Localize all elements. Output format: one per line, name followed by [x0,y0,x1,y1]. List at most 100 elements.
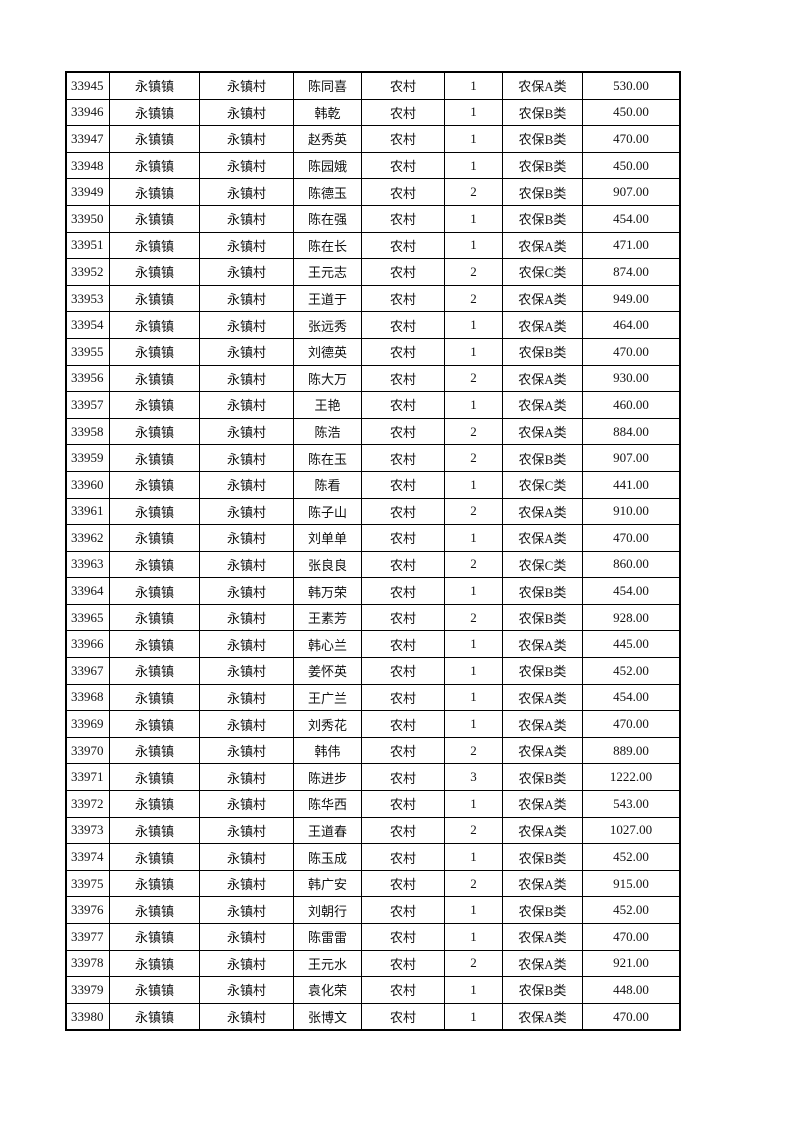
cell-amount: 471.00 [582,231,680,260]
cell-amount: 454.00 [582,683,680,712]
cell-household-type: 农村 [361,763,445,792]
cell-village: 永镇村 [199,337,294,366]
cell-name: 陈华西 [293,790,362,818]
cell-amount: 470.00 [582,337,680,366]
table-row: 33980 永镇镇 永镇村 张博文 农村 1 农保A类 470.00 [66,1002,680,1031]
table-row: 33975 永镇镇 永镇村 韩广安 农村 2 农保A类 915.00 [66,869,680,898]
cell-record-id: 33950 [66,204,110,233]
cell-insurance-class: 农保B类 [502,204,583,233]
cell-village: 永镇村 [199,98,294,127]
cell-family-size: 1 [444,710,503,738]
cell-town: 永镇镇 [109,231,200,260]
cell-insurance-class: 农保A类 [502,364,583,393]
cell-name: 刘单单 [293,524,362,552]
cell-amount: 470.00 [582,923,680,951]
cell-village: 永镇村 [199,976,294,1004]
cell-household-type: 农村 [361,816,445,845]
cell-name: 陈浩 [293,417,362,446]
table-row: 33962 永镇镇 永镇村 刘单单 农村 1 农保A类 470.00 [66,524,680,552]
cell-record-id: 33966 [66,630,110,659]
cell-household-type: 农村 [361,151,445,180]
cell-insurance-class: 农保B类 [502,98,583,127]
cell-record-id: 33968 [66,683,110,712]
cell-amount: 889.00 [582,736,680,765]
cell-town: 永镇镇 [109,337,200,366]
cell-name: 张良良 [293,550,362,579]
cell-insurance-class: 农保B类 [502,603,583,632]
cell-family-size: 1 [444,896,503,924]
cell-town: 永镇镇 [109,258,200,286]
cell-record-id: 33970 [66,736,110,765]
cell-town: 永镇镇 [109,603,200,632]
cell-family-size: 1 [444,231,503,260]
cell-village: 永镇村 [199,763,294,792]
table-row: 33951 永镇镇 永镇村 陈在长 农村 1 农保A类 471.00 [66,231,680,260]
table-row: 33969 永镇镇 永镇村 刘秀花 农村 1 农保A类 470.00 [66,710,680,738]
cell-town: 永镇镇 [109,497,200,526]
cell-household-type: 农村 [361,630,445,659]
cell-amount: 860.00 [582,550,680,579]
cell-name: 王元水 [293,949,362,978]
cell-record-id: 33953 [66,284,110,313]
cell-amount: 907.00 [582,178,680,206]
table-row: 33971 永镇镇 永镇村 陈进步 农村 3 农保B类 1222.00 [66,763,680,792]
cell-household-type: 农村 [361,683,445,712]
cell-household-type: 农村 [361,125,445,153]
cell-insurance-class: 农保B类 [502,151,583,180]
cell-family-size: 2 [444,497,503,526]
cell-town: 永镇镇 [109,550,200,579]
cell-village: 永镇村 [199,178,294,206]
cell-amount: 452.00 [582,896,680,924]
cell-town: 永镇镇 [109,1002,200,1031]
cell-household-type: 农村 [361,311,445,339]
cell-record-id: 33959 [66,444,110,472]
cell-insurance-class: 农保B类 [502,577,583,605]
cell-family-size: 1 [444,657,503,685]
table-row: 33963 永镇镇 永镇村 张良良 农村 2 农保C类 860.00 [66,550,680,579]
cell-name: 陈在强 [293,204,362,233]
cell-town: 永镇镇 [109,736,200,765]
cell-family-size: 1 [444,204,503,233]
table-row: 33955 永镇镇 永镇村 刘德英 农村 1 农保B类 470.00 [66,337,680,366]
cell-household-type: 农村 [361,736,445,765]
table-row: 33953 永镇镇 永镇村 王道于 农村 2 农保A类 949.00 [66,284,680,313]
cell-town: 永镇镇 [109,72,200,100]
cell-name: 王素芳 [293,603,362,632]
cell-town: 永镇镇 [109,364,200,393]
cell-village: 永镇村 [199,816,294,845]
cell-name: 张远秀 [293,311,362,339]
cell-household-type: 农村 [361,603,445,632]
cell-household-type: 农村 [361,657,445,685]
table-row: 33948 永镇镇 永镇村 陈园娥 农村 1 农保B类 450.00 [66,151,680,180]
cell-amount: 454.00 [582,577,680,605]
cell-household-type: 农村 [361,1002,445,1031]
cell-insurance-class: 农保A类 [502,869,583,898]
cell-amount: 448.00 [582,976,680,1004]
cell-insurance-class: 农保A类 [502,949,583,978]
cell-record-id: 33947 [66,125,110,153]
cell-record-id: 33962 [66,524,110,552]
cell-insurance-class: 农保A类 [502,72,583,100]
cell-town: 永镇镇 [109,896,200,924]
cell-insurance-class: 农保B类 [502,178,583,206]
cell-insurance-class: 农保B类 [502,843,583,871]
cell-insurance-class: 农保A类 [502,630,583,659]
cell-household-type: 农村 [361,337,445,366]
cell-record-id: 33977 [66,923,110,951]
cell-town: 永镇镇 [109,763,200,792]
cell-name: 陈进步 [293,763,362,792]
cell-family-size: 1 [444,683,503,712]
cell-family-size: 2 [444,258,503,286]
cell-insurance-class: 农保B类 [502,976,583,1004]
cell-insurance-class: 农保C类 [502,258,583,286]
cell-record-id: 33956 [66,364,110,393]
cell-village: 永镇村 [199,923,294,951]
table-row: 33945 永镇镇 永镇村 陈同喜 农村 1 农保A类 530.00 [66,72,680,100]
cell-amount: 1222.00 [582,763,680,792]
cell-name: 陈在玉 [293,444,362,472]
cell-town: 永镇镇 [109,125,200,153]
cell-town: 永镇镇 [109,98,200,127]
table-row: 33961 永镇镇 永镇村 陈子山 农村 2 农保A类 910.00 [66,497,680,526]
cell-family-size: 1 [444,311,503,339]
cell-household-type: 农村 [361,524,445,552]
